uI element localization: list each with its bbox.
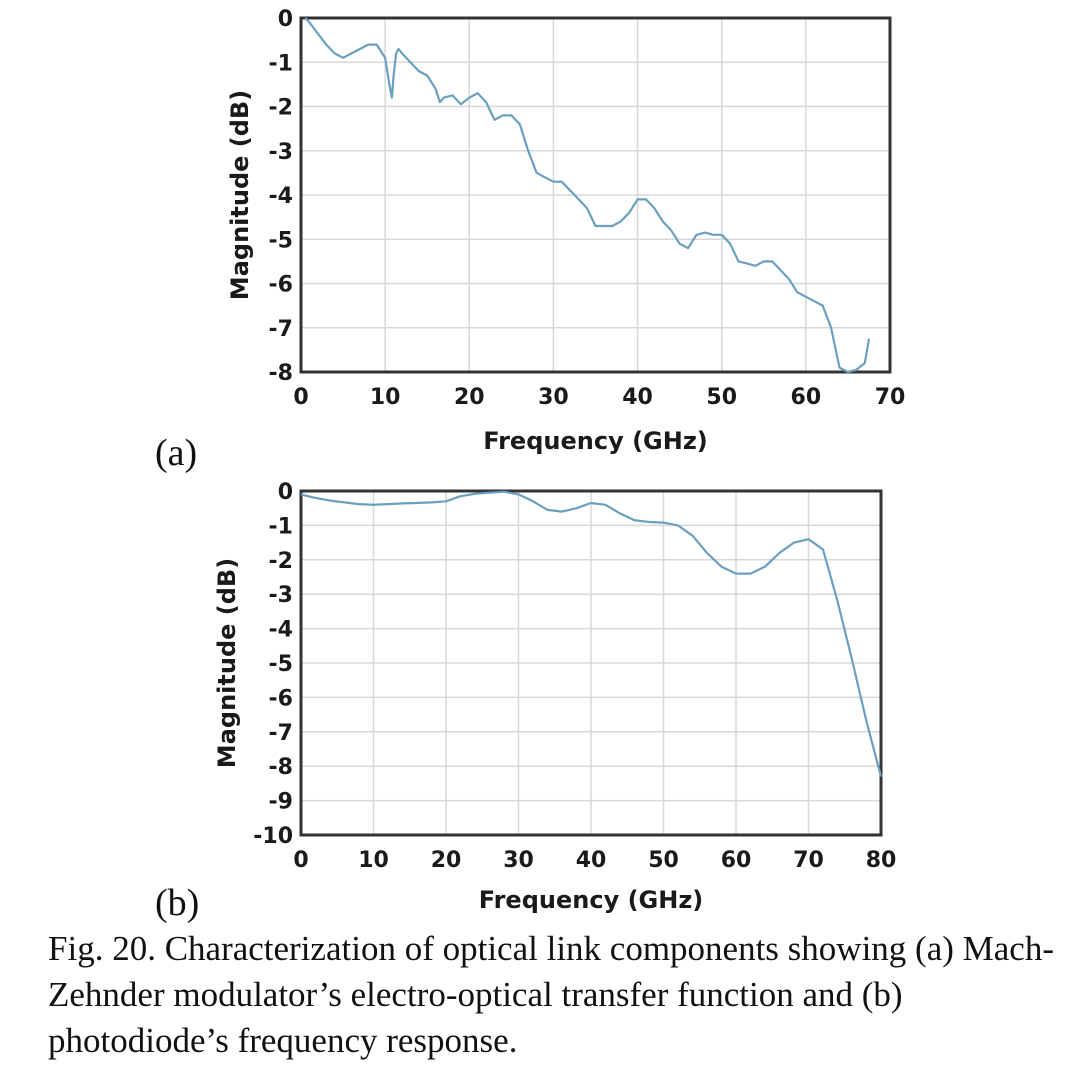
y-tick-label: -5 bbox=[269, 228, 293, 253]
figure-caption: Fig. 20. Characterization of optical lin… bbox=[48, 929, 1054, 1060]
x-tick-label: 70 bbox=[875, 385, 906, 410]
y-tick-label: -10 bbox=[253, 824, 293, 849]
y-tick-label: 0 bbox=[278, 480, 293, 505]
y-tick-label: -7 bbox=[269, 721, 293, 746]
x-tick-label: 10 bbox=[358, 848, 389, 873]
x-tick-label: 50 bbox=[648, 848, 679, 873]
y-tick-label: -7 bbox=[269, 317, 293, 342]
y-tick-label: -9 bbox=[269, 790, 293, 815]
x-tick-label: 60 bbox=[791, 385, 822, 410]
x-tick-label: 30 bbox=[503, 848, 534, 873]
y-tick-label: -1 bbox=[269, 51, 293, 76]
x-tick-label: 40 bbox=[622, 385, 653, 410]
x-tick-label: 40 bbox=[576, 848, 607, 873]
panel-label-a: (a) bbox=[155, 432, 197, 474]
y-tick-label: -3 bbox=[269, 583, 293, 608]
y-tick-label: -8 bbox=[269, 755, 293, 780]
y-axis-title: Magnitude (dB) bbox=[213, 558, 241, 768]
x-axis-title: Frequency (GHz) bbox=[479, 886, 704, 914]
series-line bbox=[300, 490, 883, 777]
y-tick-label: -6 bbox=[269, 273, 293, 298]
x-tick-label: 20 bbox=[431, 848, 462, 873]
y-tick-label: -5 bbox=[269, 652, 293, 677]
y-tick-label: -2 bbox=[269, 96, 293, 121]
y-tick-label: -8 bbox=[269, 361, 293, 386]
y-tick-label: -3 bbox=[269, 140, 293, 165]
y-tick-label: -1 bbox=[269, 514, 293, 539]
x-tick-label: 0 bbox=[293, 385, 308, 410]
y-tick-label: -2 bbox=[269, 549, 293, 574]
plot-frame bbox=[299, 489, 883, 837]
x-tick-label: 80 bbox=[866, 848, 897, 873]
x-tick-label: 10 bbox=[370, 385, 401, 410]
x-axis-title: Frequency (GHz) bbox=[483, 427, 708, 455]
chart-a: 0 10 20 30 40 50 60 70 0 -1 -2 -3 -4 -5 -6 -7 -8 Frequenc… bbox=[226, 7, 905, 455]
x-tick-label: 0 bbox=[293, 848, 308, 873]
x-tick-label: 30 bbox=[538, 385, 569, 410]
series-line bbox=[304, 17, 871, 374]
plot-frame bbox=[299, 16, 892, 374]
x-tick-label: 20 bbox=[454, 385, 485, 410]
y-tick-label: -6 bbox=[269, 686, 293, 711]
y-tick-label: -4 bbox=[269, 618, 293, 643]
x-tick-label: 70 bbox=[793, 848, 824, 873]
x-tick-label: 50 bbox=[706, 385, 737, 410]
y-tick-label: 0 bbox=[278, 7, 293, 32]
y-axis-title: Magnitude (dB) bbox=[226, 90, 254, 300]
x-tick-label: 60 bbox=[721, 848, 752, 873]
y-tick-label: -4 bbox=[269, 184, 293, 209]
chart-b: 0 10 20 30 40 50 60 70 80 0 -1 -2 -3 -4 -5 -6 -7 -8 -9 -10 F… bbox=[213, 480, 896, 914]
panel-label-b: (b) bbox=[155, 882, 199, 924]
